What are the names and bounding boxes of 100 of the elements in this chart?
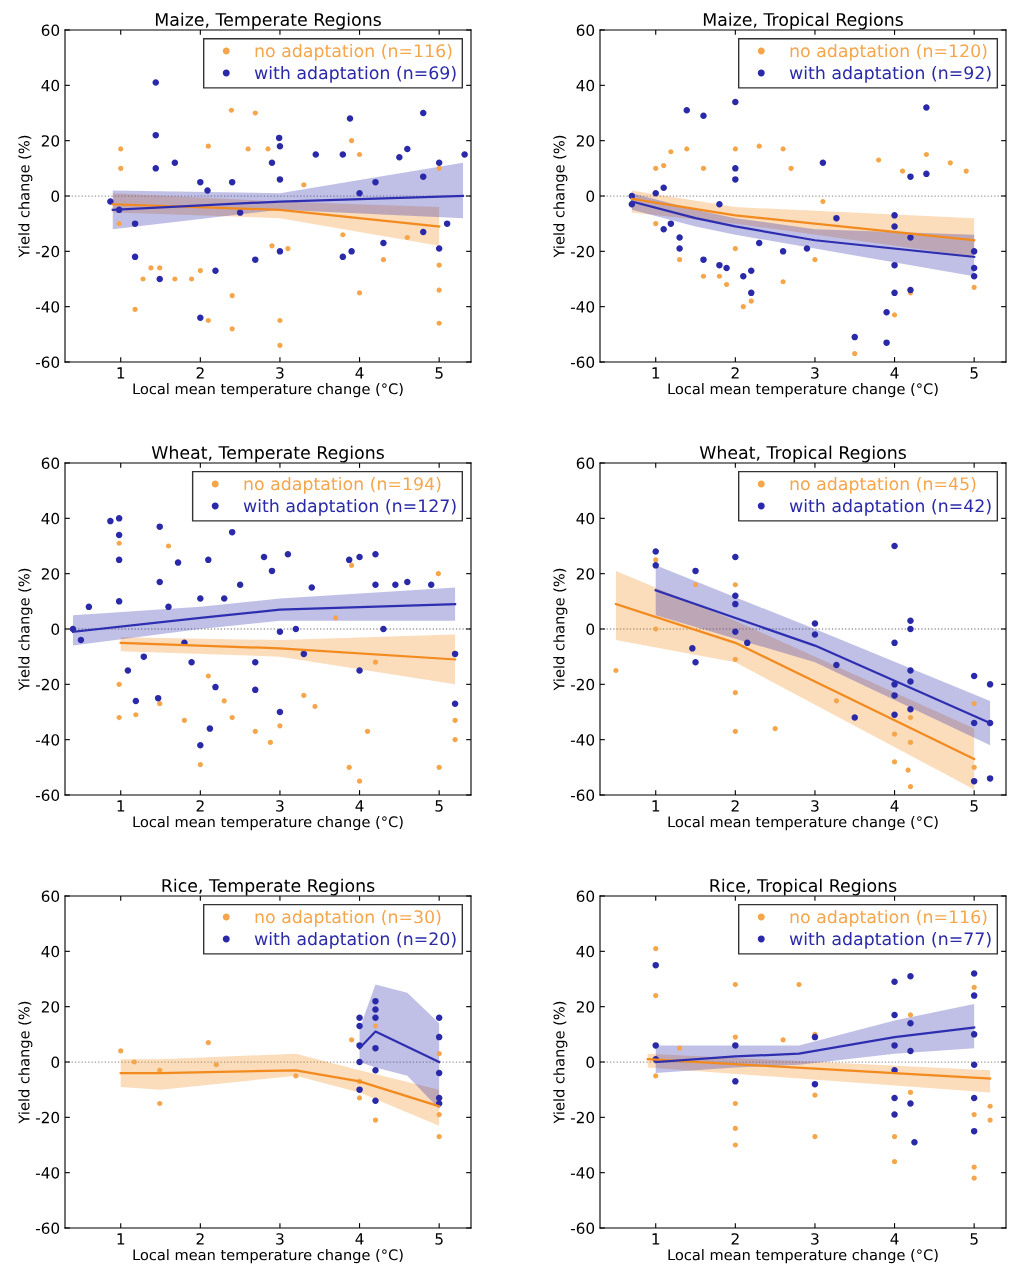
y-tick-label: -20 xyxy=(35,245,60,258)
x-tick-label: 3 xyxy=(276,367,284,379)
y-tick-label: -60 xyxy=(35,1222,60,1235)
legend-label: with adaptation (n=92) xyxy=(789,65,991,83)
chart-title: Rice, Temperate Regions xyxy=(162,878,375,896)
legend-label: with adaptation (n=20) xyxy=(254,931,456,949)
x-tick-label: 2 xyxy=(196,800,204,812)
y-tick-label: -60 xyxy=(35,356,60,369)
x-tick-label: 3 xyxy=(276,1233,284,1245)
x-tick-label: 3 xyxy=(811,800,819,812)
y-tick-label: -40 xyxy=(570,1167,595,1179)
y-tick-label: -60 xyxy=(570,1222,595,1235)
x-tick-label: 4 xyxy=(890,1233,899,1245)
y-axis-title: Yield change (%) xyxy=(18,568,33,691)
x-tick-label: 2 xyxy=(196,367,204,379)
y-tick-label: -40 xyxy=(570,301,595,313)
y-tick-label: 0 xyxy=(51,1056,60,1069)
y-tick-label: 0 xyxy=(586,1056,595,1069)
x-tick-label: 4 xyxy=(890,800,899,812)
legend-label: no adaptation (n=120) xyxy=(790,43,987,61)
x-tick-label: 1 xyxy=(652,367,660,379)
x-axis-title: Local mean temperature change (°C) xyxy=(668,1249,938,1264)
y-axis-title: Yield change (%) xyxy=(18,135,33,258)
x-tick-label: 1 xyxy=(117,367,125,379)
legend-label: no adaptation (n=45) xyxy=(790,476,976,494)
y-tick-label: 20 xyxy=(41,135,60,147)
y-tick-label: 0 xyxy=(51,190,60,203)
y-axis-title: Yield change (%) xyxy=(18,1001,33,1124)
x-tick-label: 5 xyxy=(435,1233,443,1245)
y-tick-label: 60 xyxy=(41,457,60,470)
x-tick-label: 5 xyxy=(435,800,443,812)
legend-label: with adaptation (n=42) xyxy=(789,498,991,516)
x-tick-label: 3 xyxy=(811,367,819,379)
y-tick-label: 20 xyxy=(41,568,60,580)
y-tick-label: 40 xyxy=(576,945,595,958)
y-tick-label: 60 xyxy=(41,24,60,37)
chart-title: Rice, Tropical Regions xyxy=(710,878,897,896)
x-tick-label: 5 xyxy=(970,1233,978,1245)
y-tick-label: -60 xyxy=(35,789,60,802)
legend-label: no adaptation (n=116) xyxy=(790,909,987,927)
y-tick-label: 60 xyxy=(576,890,595,903)
x-axis-title: Local mean temperature change (°C) xyxy=(133,816,403,831)
y-tick-label: 40 xyxy=(576,79,595,92)
x-axis-title: Local mean temperature change (°C) xyxy=(133,383,403,398)
y-tick-label: -40 xyxy=(35,734,60,746)
x-tick-label: 3 xyxy=(276,800,284,812)
y-tick-label: 0 xyxy=(51,623,60,636)
x-tick-label: 1 xyxy=(652,800,660,812)
x-axis-title: Local mean temperature change (°C) xyxy=(668,816,938,831)
x-tick-label: 1 xyxy=(652,1233,660,1245)
y-axis-title: Yield change (%) xyxy=(553,568,568,691)
chart-title: Maize, Temperate Regions xyxy=(155,12,381,30)
x-tick-label: 4 xyxy=(355,367,364,379)
y-tick-label: 20 xyxy=(576,135,595,147)
y-tick-label: 20 xyxy=(41,1001,60,1013)
y-tick-label: 40 xyxy=(41,512,60,525)
y-tick-label: 20 xyxy=(576,568,595,580)
y-tick-label: 60 xyxy=(576,457,595,470)
y-tick-label: -20 xyxy=(570,1111,595,1124)
y-tick-label: -40 xyxy=(35,1167,60,1179)
chart-title: Wheat, Temperate Regions xyxy=(151,445,384,463)
y-tick-label: -20 xyxy=(570,245,595,258)
x-tick-label: 5 xyxy=(970,800,978,812)
x-tick-label: 5 xyxy=(970,367,978,379)
y-axis-title: Yield change (%) xyxy=(553,135,568,258)
legend-label: with adaptation (n=77) xyxy=(789,931,991,949)
x-tick-label: 2 xyxy=(731,1233,739,1245)
y-tick-label: -20 xyxy=(570,678,595,691)
legend-label: with adaptation (n=127) xyxy=(243,498,456,516)
y-tick-label: -40 xyxy=(35,301,60,313)
legend-label: no adaptation (n=116) xyxy=(255,43,452,61)
y-tick-label: 60 xyxy=(576,24,595,37)
x-axis-title: Local mean temperature change (°C) xyxy=(133,1249,403,1264)
y-tick-label: 0 xyxy=(586,623,595,636)
y-axis-title: Yield change (%) xyxy=(553,1001,568,1124)
x-tick-label: 1 xyxy=(117,800,125,812)
y-tick-label: 40 xyxy=(41,79,60,92)
x-tick-label: 4 xyxy=(890,367,899,379)
x-axis-title: Local mean temperature change (°C) xyxy=(668,383,938,398)
x-tick-label: 3 xyxy=(811,1233,819,1245)
x-tick-label: 4 xyxy=(355,1233,364,1245)
x-tick-label: 1 xyxy=(117,1233,125,1245)
y-tick-label: 40 xyxy=(41,945,60,958)
x-tick-label: 2 xyxy=(731,367,739,379)
y-tick-label: 0 xyxy=(586,190,595,203)
y-tick-label: 60 xyxy=(41,890,60,903)
x-tick-label: 4 xyxy=(355,800,364,812)
y-tick-label: -20 xyxy=(35,1111,60,1124)
y-tick-label: -60 xyxy=(570,356,595,369)
x-tick-label: 5 xyxy=(435,367,443,379)
x-tick-label: 2 xyxy=(196,1233,204,1245)
y-tick-label: 40 xyxy=(576,512,595,525)
x-tick-label: 2 xyxy=(731,800,739,812)
y-tick-label: -20 xyxy=(35,678,60,691)
y-tick-label: -40 xyxy=(570,734,595,746)
y-tick-label: -60 xyxy=(570,789,595,802)
chart-title: Wheat, Tropical Regions xyxy=(699,445,906,463)
legend-label: no adaptation (n=194) xyxy=(244,476,441,494)
legend-label: with adaptation (n=69) xyxy=(254,65,456,83)
y-tick-label: 20 xyxy=(576,1001,595,1013)
